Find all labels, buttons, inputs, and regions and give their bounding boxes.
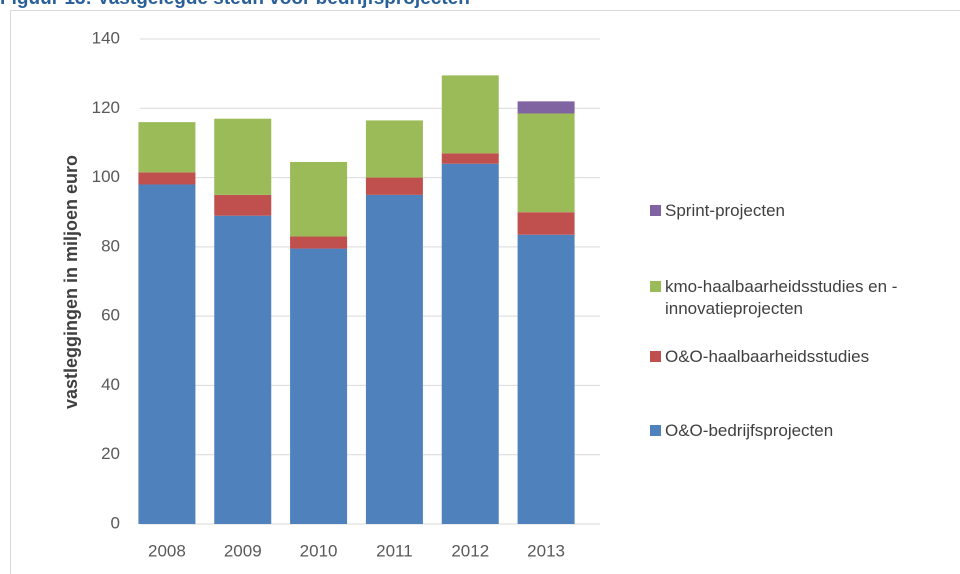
bar-segment <box>214 118 272 195</box>
bar-segment <box>138 122 196 173</box>
y-tick-label: 20 <box>101 444 120 463</box>
legend-label: kmo-haalbaarheidsstudies en -innovatiepr… <box>665 277 898 318</box>
bar-segment <box>290 248 348 524</box>
x-tick-label: 2010 <box>300 541 338 560</box>
bar-segment <box>441 153 499 164</box>
legend-swatch <box>650 281 661 292</box>
bar-segment <box>365 194 423 524</box>
chart-frame <box>10 10 960 574</box>
bar-segment <box>441 163 499 524</box>
legend-label: O&O-haalbaarheidsstudies <box>665 347 870 366</box>
bar-segment <box>365 177 423 195</box>
x-tick-label: 2013 <box>527 541 565 560</box>
y-tick-label: 80 <box>101 236 120 255</box>
legend-item: O&O-bedrijfsprojecten <box>650 420 960 442</box>
y-tick-label: 60 <box>101 306 120 325</box>
y-tick-label: 0 <box>111 513 120 532</box>
x-tick-label: 2012 <box>451 541 489 560</box>
legend-label: Sprint-projecten <box>665 201 786 220</box>
bar-segment <box>290 161 348 237</box>
x-tick-label: 2009 <box>224 541 262 560</box>
bar-segment <box>517 212 575 235</box>
legend-swatch <box>650 205 661 216</box>
y-tick-label: 140 <box>92 28 120 47</box>
y-axis-label: vastleggingen in miljoen euro <box>61 155 81 409</box>
bar-segment <box>290 236 348 249</box>
legend-item: kmo-haalbaarheidsstudies en -innovatiepr… <box>650 276 960 320</box>
bar-segment <box>517 113 575 213</box>
bar-segment <box>214 194 272 216</box>
legend-item: Sprint-projecten <box>650 200 960 222</box>
legend-swatch <box>650 351 661 362</box>
legend-item: O&O-haalbaarheidsstudies <box>650 346 960 368</box>
legend-label: O&O-bedrijfsprojecten <box>665 421 834 440</box>
x-tick-label: 2008 <box>148 541 186 560</box>
bar-segment <box>138 172 196 185</box>
bar-segment <box>365 120 423 178</box>
bar-segment <box>138 184 196 524</box>
bar-segment <box>441 75 499 154</box>
legend-swatch <box>650 425 661 436</box>
bar-segment <box>517 101 575 114</box>
y-tick-label: 120 <box>92 98 120 117</box>
y-tick-label: 100 <box>92 167 120 186</box>
x-tick-label: 2011 <box>376 541 413 560</box>
chart-title: Figuur 13: Vastgelegde steun voor bedrij… <box>0 0 470 9</box>
bar-segment <box>517 234 575 524</box>
bar-segment <box>214 215 272 524</box>
y-tick-label: 40 <box>101 375 120 394</box>
